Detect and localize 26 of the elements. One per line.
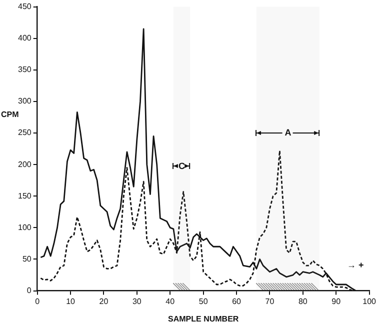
annotation: → + (346, 260, 364, 270)
y-tick-label: 400 (18, 34, 32, 43)
y-tick-label: 200 (18, 160, 32, 169)
annotation: C (178, 160, 186, 171)
x-tick-label: 60 (232, 296, 242, 306)
x-tick-label: 100 (362, 296, 377, 306)
y-axis-title: CPM (1, 110, 20, 119)
x-tick-label: 20 (99, 296, 109, 306)
x-tick-label: 80 (298, 296, 308, 306)
y-tick-label: 450 (18, 2, 32, 12)
x-tick-label: 40 (166, 296, 176, 306)
x-tick-label: 50 (198, 296, 208, 306)
annotation: A (284, 127, 292, 138)
x-tick-label: 0 (35, 296, 40, 306)
y-tick-label: 300 (18, 96, 32, 106)
y-tick-label: 350 (18, 65, 32, 74)
x-tick-label: 70 (265, 296, 275, 306)
y-tick-label: 250 (18, 128, 32, 138)
y-tick-label: 100 (18, 222, 32, 232)
y-tick-label: 150 (18, 191, 32, 200)
x-tick-label: 90 (332, 296, 342, 306)
x-tick-label: 30 (132, 296, 142, 306)
x-tick-label: 10 (66, 296, 76, 306)
x-axis-title: SAMPLE NUMBER (168, 314, 239, 324)
y-tick-label: 50 (22, 254, 32, 264)
y-tick-label: 0 (26, 286, 32, 296)
